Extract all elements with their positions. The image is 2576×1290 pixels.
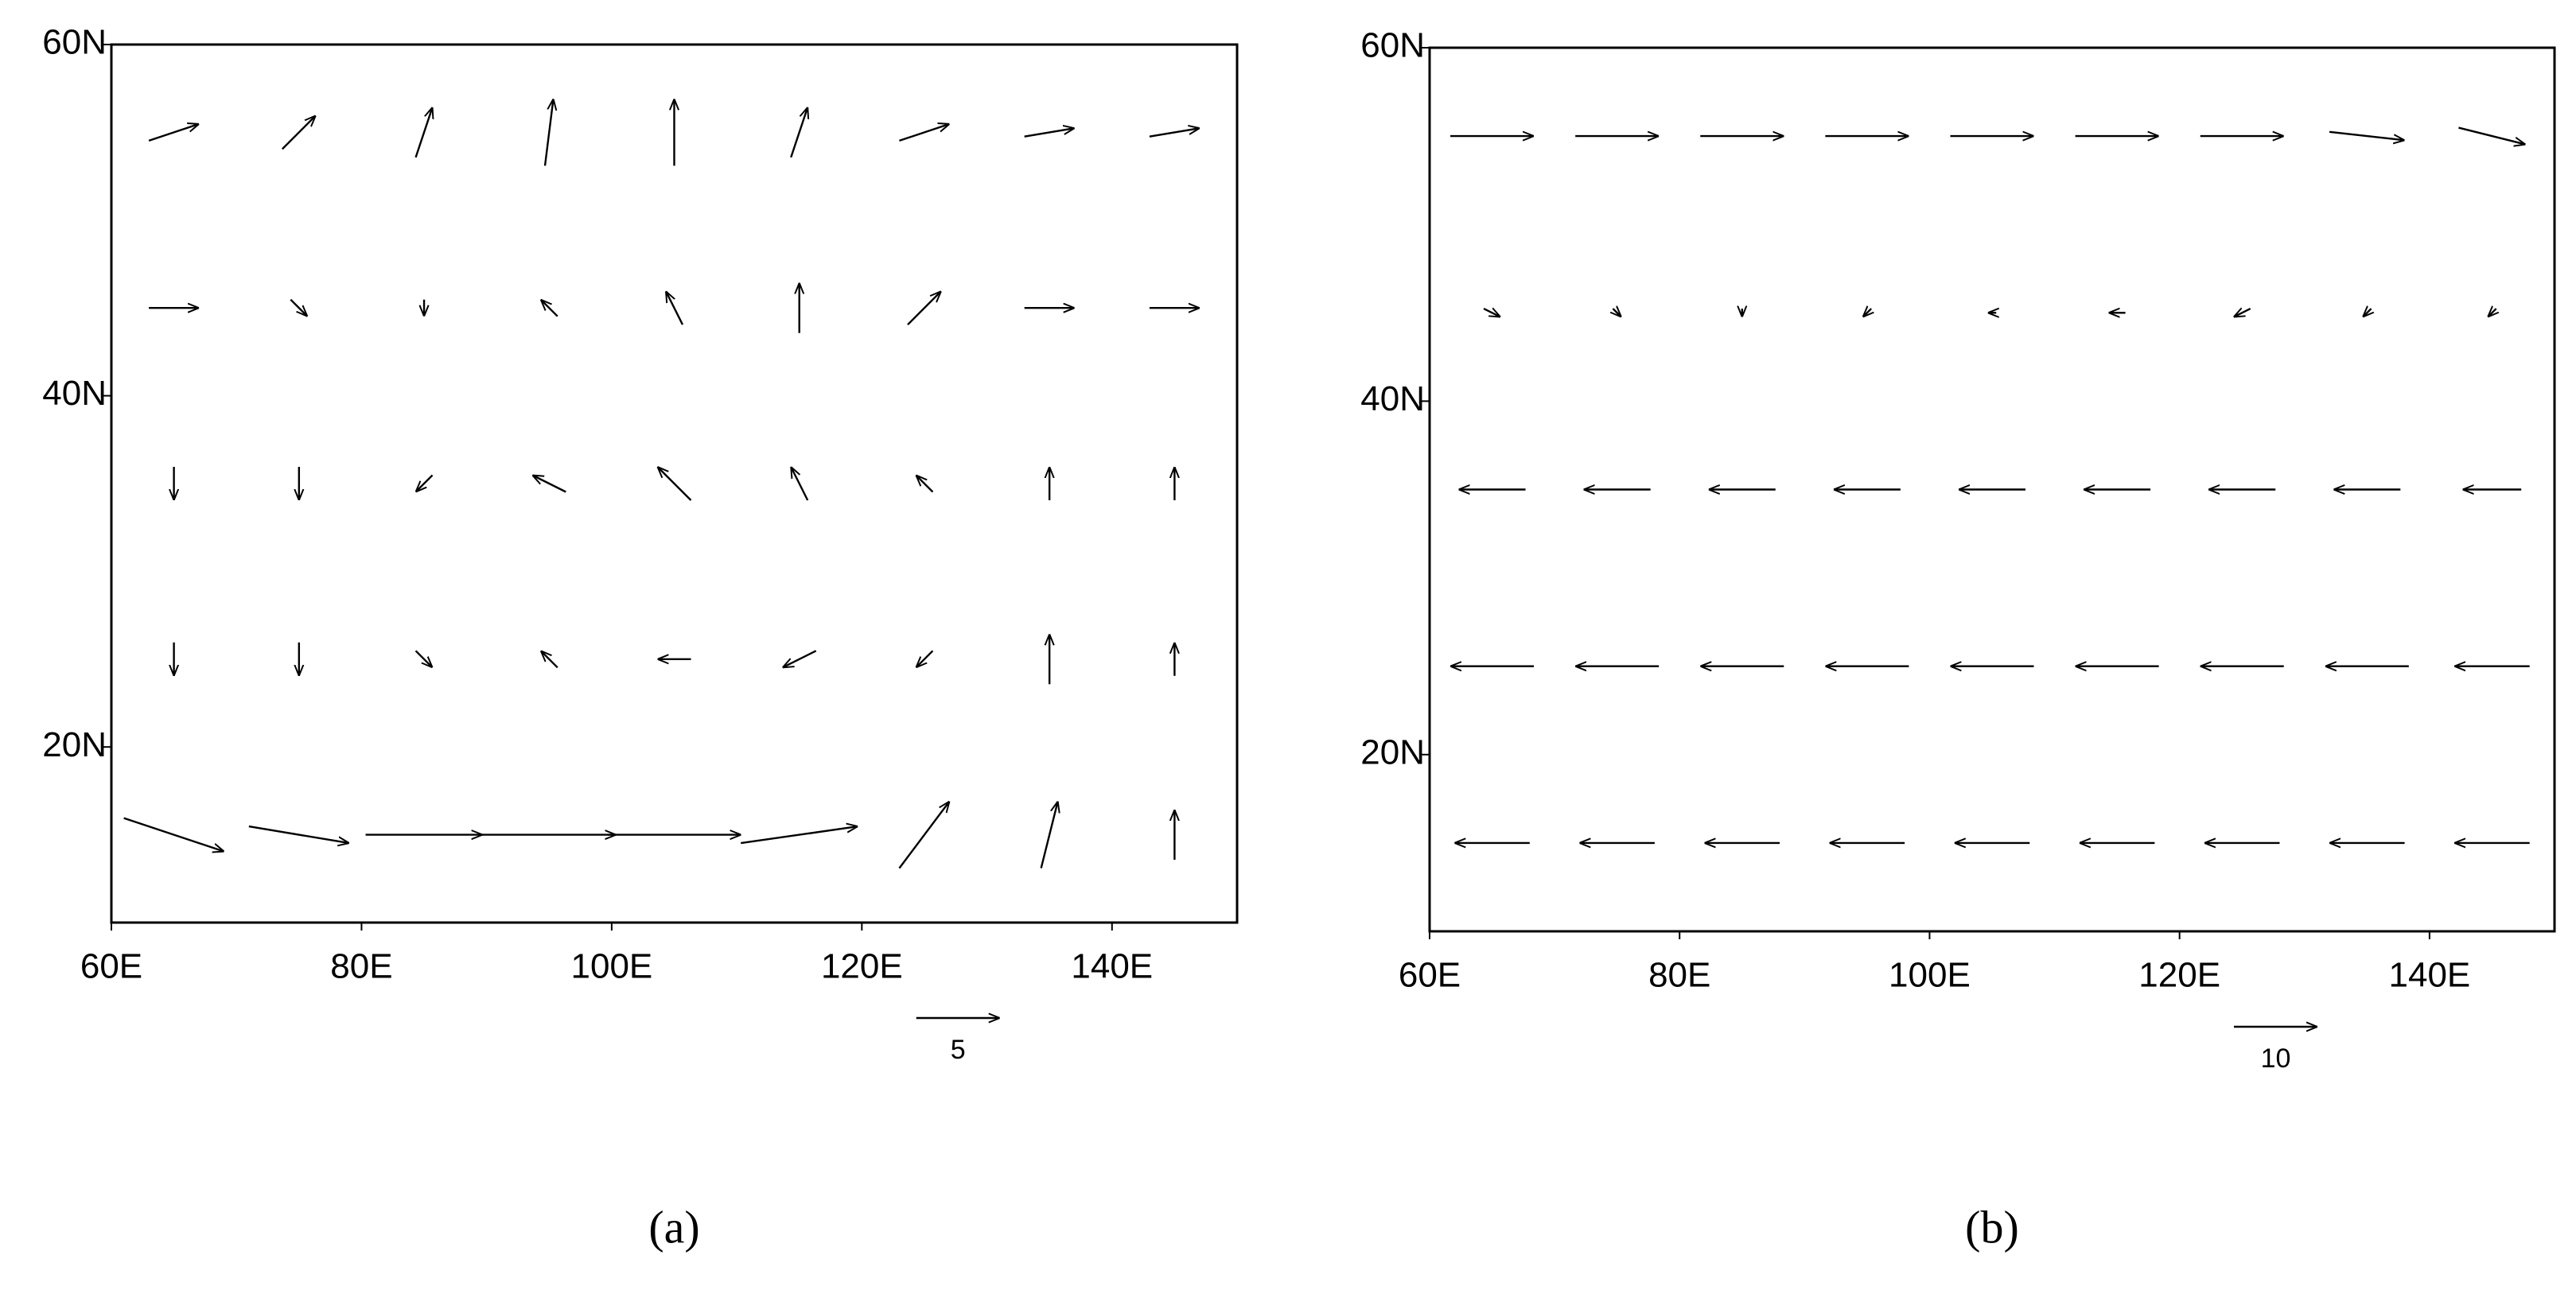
x-tick-label: 140E xyxy=(1071,947,1153,986)
reference-label: 5 xyxy=(951,1035,966,1065)
x-tick-label: 100E xyxy=(1889,956,1971,995)
x-tick-label: 80E xyxy=(330,947,392,986)
wind-vector xyxy=(899,124,949,142)
x-tick-label: 80E xyxy=(1648,956,1710,995)
y-tick-label: 40N xyxy=(1360,379,1425,418)
x-tick-label: 120E xyxy=(821,947,903,986)
reference-label: 10 xyxy=(2261,1043,2291,1074)
map-frame xyxy=(110,43,1239,924)
x-tick-label: 60E xyxy=(1399,956,1461,995)
wind-vector xyxy=(416,474,434,492)
y-tick-label: 40N xyxy=(42,374,107,413)
wind-vector xyxy=(666,291,684,325)
wind-vector xyxy=(2488,309,2496,317)
y-tick-label: 20N xyxy=(42,725,107,764)
y-tick-label: 60N xyxy=(1360,26,1425,65)
wind-vector xyxy=(541,651,558,669)
wind-vector xyxy=(1863,309,1872,317)
panel-label: (b) xyxy=(1965,1201,2019,1253)
wind-vector xyxy=(532,476,566,493)
wind-vector xyxy=(791,467,809,501)
wind-vector xyxy=(543,99,554,166)
x-tick-label: 60E xyxy=(80,947,142,986)
wind-vector xyxy=(898,802,949,869)
wind-vector xyxy=(783,650,817,667)
x-tick-label: 120E xyxy=(2138,956,2220,995)
wind-vector xyxy=(2329,130,2405,141)
wind-vector xyxy=(790,107,807,158)
wind-vector xyxy=(1613,309,1621,317)
wind-vector xyxy=(741,826,858,845)
wind-vector xyxy=(658,467,692,501)
x-tick-label: 140E xyxy=(2389,956,2471,995)
map-frame xyxy=(1428,46,2556,933)
wind-vector xyxy=(916,650,934,667)
panel-label: (a) xyxy=(648,1201,699,1253)
wind-vector xyxy=(290,298,307,317)
wind-vector xyxy=(414,107,433,158)
wind-vector xyxy=(148,124,199,142)
wind-vector xyxy=(907,291,941,326)
wind-vector xyxy=(541,300,558,317)
wind-vector xyxy=(281,115,316,150)
wind-vector xyxy=(1040,802,1058,868)
wind-vector xyxy=(1024,128,1075,138)
wind-vector xyxy=(2363,309,2372,317)
wind-vector xyxy=(414,650,433,667)
y-tick-label: 20N xyxy=(1360,732,1425,771)
wind-vector xyxy=(916,476,934,493)
y-tick-label: 60N xyxy=(42,23,107,62)
x-tick-label: 100E xyxy=(571,947,653,986)
wind-vector xyxy=(248,825,349,843)
wind-vector xyxy=(1483,309,1500,317)
wind-vector xyxy=(123,817,224,852)
wind-vector xyxy=(2234,309,2251,317)
wind-vector xyxy=(1149,128,1200,138)
wind-vector xyxy=(2458,126,2525,145)
